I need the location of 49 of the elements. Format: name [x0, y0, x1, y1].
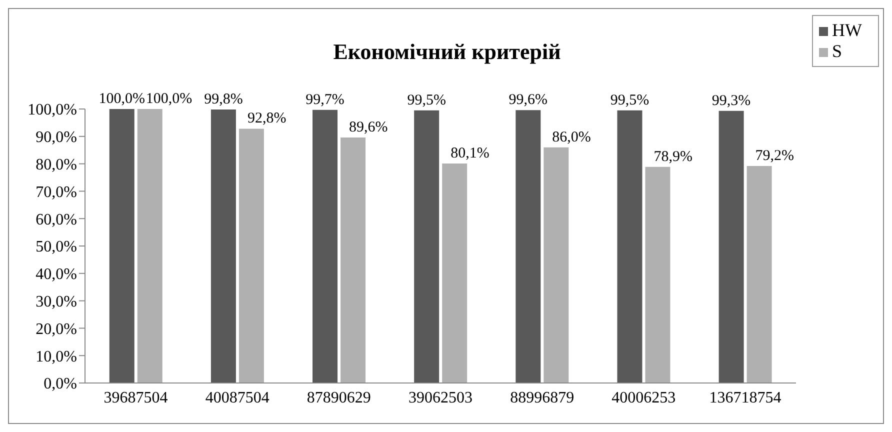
bar [718, 110, 744, 383]
bar [544, 147, 569, 383]
x-tick-label: 88996879 [510, 389, 574, 406]
bar [137, 109, 162, 383]
x-tick-label: 39062503 [408, 389, 472, 406]
y-tick-label: 0,0% [44, 376, 77, 393]
y-tick-label: 70,0% [36, 184, 77, 201]
data-label: 92,8% [247, 110, 286, 127]
data-label: 100,0% [98, 91, 145, 107]
bar [746, 166, 772, 383]
y-tick-label: 100,0% [28, 102, 77, 119]
x-tick-label: 39687504 [104, 389, 168, 406]
data-label: 100,0% [146, 91, 192, 107]
data-label: 79,2% [755, 148, 794, 164]
bar [238, 128, 264, 383]
bar [516, 110, 541, 383]
data-label: 99,5% [407, 92, 446, 108]
bar [442, 164, 468, 383]
data-label: 80,1% [450, 146, 490, 162]
y-tick-label: 10,0% [36, 348, 77, 366]
data-label: 99,6% [508, 92, 548, 108]
chart-title: Економічний критерій [333, 39, 561, 64]
bar [210, 110, 236, 383]
y-tick-label: 80,0% [36, 156, 77, 174]
x-tick-label: 87890629 [306, 389, 371, 406]
legend-label: HW [832, 20, 862, 40]
bar [109, 109, 134, 383]
bar [340, 137, 366, 383]
y-tick-label: 20,0% [36, 320, 77, 338]
bar [645, 166, 670, 383]
data-label: 78,9% [654, 148, 692, 165]
y-tick-label: 60,0% [36, 211, 77, 228]
data-label: 86,0% [552, 129, 591, 146]
y-tick-label: 30,0% [36, 293, 77, 310]
data-label: 99,7% [306, 92, 344, 108]
x-tick-label: 40006253 [612, 389, 676, 406]
data-label: 89,6% [349, 119, 388, 136]
y-tick-label: 90,0% [36, 129, 77, 146]
data-label: 99,8% [204, 92, 243, 108]
bar [414, 110, 440, 383]
x-tick-label: 136718754 [709, 389, 782, 406]
data-label: 99,3% [712, 92, 751, 109]
data-label: 99,5% [610, 92, 650, 108]
bar [617, 110, 642, 383]
y-tick-label: 50,0% [36, 238, 77, 256]
x-tick-label: 40087504 [205, 389, 270, 406]
bar [312, 110, 338, 383]
y-tick-label: 40,0% [36, 266, 77, 284]
legend-label: S [832, 41, 842, 61]
